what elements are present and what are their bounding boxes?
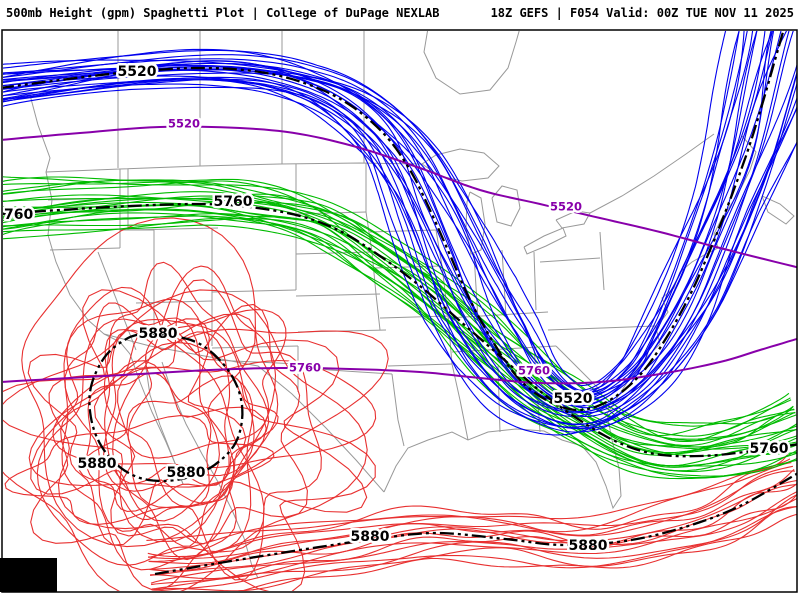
contour-label-5760: 5760 [750, 441, 789, 457]
contour-label-5520: 5520 [554, 391, 593, 407]
contour-label-760: 760 [4, 207, 33, 223]
contour-label-5520: 5520 [168, 117, 200, 131]
run-info: 18Z GEFS | F054 Valid: 00Z TUE NOV 11 20… [491, 6, 794, 20]
contour-label-5880: 5880 [78, 456, 117, 472]
cod-nexlab-logo [0, 558, 57, 592]
contour-label-5520: 5520 [118, 64, 157, 80]
weather-map-page: { "header": { "title_left": "500mb Heigh… [0, 0, 800, 600]
contour-label-5520: 5520 [550, 200, 582, 214]
contour-label-5880: 5880 [569, 538, 608, 554]
contour-label-5760: 5760 [289, 361, 321, 375]
contour-label-5880: 5880 [167, 465, 206, 481]
contour-label-5760: 5760 [214, 194, 253, 210]
product-title: 500mb Height (gpm) Spaghetti Plot | Coll… [6, 6, 439, 20]
contour-label-5880: 5880 [139, 326, 178, 342]
contour-label-5880: 5880 [351, 529, 390, 545]
title-bar: 500mb Height (gpm) Spaghetti Plot | Coll… [0, 0, 800, 28]
contour-label-5760: 5760 [518, 364, 550, 378]
spaghetti-map: 5520 5520 760 5760 5520 5880 5760 5760 5520 5880 5… [0, 0, 800, 600]
